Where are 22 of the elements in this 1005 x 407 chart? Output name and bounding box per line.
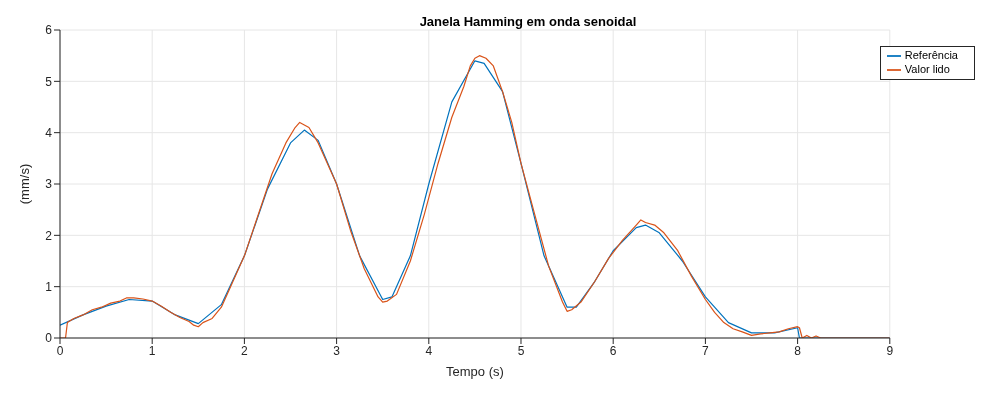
y-tick-label: 1 <box>45 279 53 294</box>
y-tick-label: 6 <box>45 23 53 38</box>
x-tick-label: 8 <box>794 343 802 358</box>
x-tick-label: 7 <box>702 343 710 358</box>
x-tick-label: 4 <box>425 343 433 358</box>
x-tick-label: 6 <box>609 343 617 358</box>
x-tick-label: 3 <box>333 343 341 358</box>
x-tick-label: 1 <box>148 343 156 358</box>
legend-label: Valor lido <box>904 63 950 76</box>
legend-label: Referência <box>904 49 958 61</box>
chart-title: Janela Hamming em onda senoidal <box>419 14 637 29</box>
y-tick-label: 2 <box>45 228 53 243</box>
x-tick-label: 0 <box>56 343 64 358</box>
y-tick-label: 5 <box>45 74 53 89</box>
y-tick-label: 3 <box>45 177 53 192</box>
y-tick-label: 0 <box>45 331 53 346</box>
x-tick-label: 9 <box>886 343 894 358</box>
x-axis-title: Tempo (s) <box>446 364 504 379</box>
y-axis-title: (mm/s) <box>16 163 32 205</box>
y-tick-label: 4 <box>45 125 53 140</box>
x-tick-label: 5 <box>517 343 525 358</box>
x-tick-label: 2 <box>241 343 249 358</box>
